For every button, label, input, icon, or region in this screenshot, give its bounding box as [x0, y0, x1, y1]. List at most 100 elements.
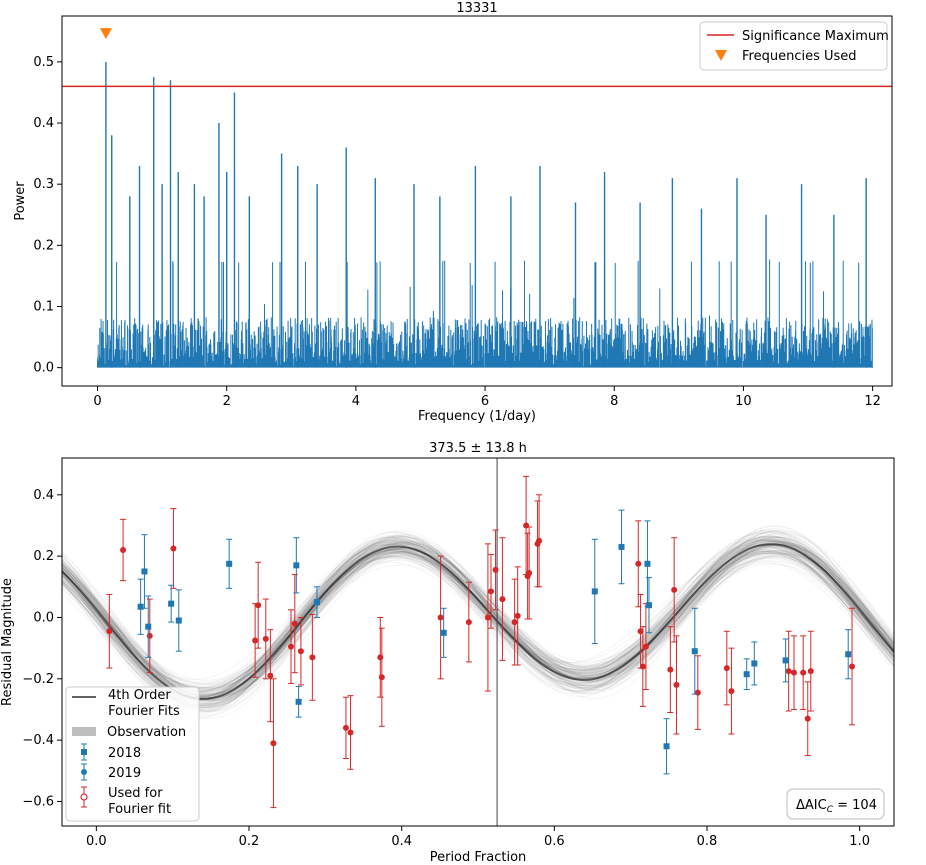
fourier-fit-curve: [62, 546, 894, 688]
bottom-ytick-label: 0.4: [33, 488, 54, 503]
fourier-fit-point: [694, 655, 701, 730]
periodogram-ylabel: Power: [13, 181, 28, 221]
legend-used-label: Used for Fourier fit: [104, 786, 171, 817]
top-ytick-label: 0.0: [33, 361, 54, 376]
top-ytick-label: 0.4: [33, 116, 54, 131]
fourier-fit-point: [377, 616, 384, 698]
fourier-fit-point: [378, 627, 385, 727]
legend-significance-label: Significance Maximum: [742, 29, 889, 44]
fourier-fit-point: [642, 603, 649, 691]
fourier-fit-point: [671, 537, 678, 643]
point-2018: [226, 538, 233, 589]
bottom-xtick-label: 0.6: [544, 834, 565, 849]
aic-annotation: ΔAICC = 104: [786, 788, 885, 820]
fourier-fit-point: [287, 609, 294, 684]
fourier-fit-point: [511, 578, 518, 666]
fourier-fit-point: [487, 554, 494, 629]
fourier-fit-curve: [62, 543, 894, 696]
fourier-fit-curve: [62, 546, 894, 691]
bottom-ytick-label: 0.0: [33, 610, 54, 625]
fourier-fit-point: [804, 681, 811, 756]
bottom-ytick-label: −0.6: [22, 794, 54, 809]
point-2018: [743, 658, 750, 691]
fourier-fit-curve: [62, 544, 894, 694]
periodogram-series: [97, 259, 874, 368]
phase-fold-xlabel: Period Fraction: [430, 850, 527, 865]
bottom-xtick-label: 0.8: [697, 834, 718, 849]
phase-fold-ylabel: Residual Magnitude: [0, 578, 15, 706]
fourier-fit-point: [534, 500, 541, 588]
point-2018: [645, 577, 652, 634]
fourier-fit-curve: [62, 543, 894, 691]
fourier-fit-point: [342, 696, 349, 760]
periodogram-axes-frame: [61, 15, 893, 387]
bottom-xtick-label: 0.4: [391, 834, 412, 849]
fourier-fit-point: [723, 630, 730, 706]
bottom-xtick-label: 1.0: [849, 834, 870, 849]
fourier-fit-curve: [62, 543, 894, 695]
point-2018: [175, 589, 182, 652]
point-2018: [137, 578, 144, 635]
legend-observation-band: [72, 727, 96, 736]
fourier-fit-curve: [62, 548, 894, 692]
bottom-ytick-label: 0.2: [33, 549, 54, 564]
aic-value: = 104: [833, 798, 877, 813]
bottom-ytick-label: −0.2: [22, 672, 54, 687]
fourier-fit-curve: [62, 547, 894, 698]
fourier-fit-point: [635, 520, 642, 608]
phase-fold-panel: 373.5 ± 13.8 h 0.0 0.2 0.4 0.6 0.8 1.0 0.4 0.2…: [0, 441, 895, 865]
fourier-fit-point: [347, 695, 354, 770]
fourier-fit-point: [106, 593, 113, 669]
point-2018: [751, 641, 758, 686]
point-2018: [440, 607, 447, 658]
fourier-fit-point: [297, 616, 304, 686]
fourier-fit-curve: [62, 552, 894, 688]
fourier-fit-point: [849, 607, 856, 726]
periodogram-peaks: [105, 61, 867, 368]
periodogram-x-ticks: 0 2 4 6 8 10 12: [93, 386, 881, 409]
point-2018: [293, 537, 300, 594]
fourier-fit-curve: [62, 544, 894, 697]
bottom-ytick-label: −0.4: [22, 733, 54, 748]
svg-text:ΔAICC = 104: ΔAICC = 104: [796, 798, 877, 815]
point-2018: [168, 584, 175, 623]
phase-fold-title: 373.5 ± 13.8 h: [429, 441, 527, 456]
fourier-fit-point: [673, 635, 680, 735]
fourier-fit-point: [514, 566, 521, 666]
fourier-fit-points: [106, 475, 856, 809]
fourier-fit-point: [170, 508, 177, 589]
bottom-xtick-label: 0.2: [239, 834, 260, 849]
legend-frequencies-label: Frequencies Used: [742, 49, 857, 64]
periodogram-xlabel: Frequency (1/day): [418, 409, 536, 424]
point-2018: [618, 509, 625, 585]
point-2018: [591, 538, 598, 645]
legend-2019-marker: [81, 763, 87, 781]
fourier-fit-curve: [62, 545, 894, 697]
fourier-fit-curve: [62, 548, 894, 700]
fourier-fit-point: [492, 529, 499, 611]
fourier-fit-curve: [62, 549, 894, 697]
fourier-fit-curve: [62, 544, 894, 697]
fourier-fit-point: [807, 630, 814, 712]
phase-fold-y-ticks: 0.4 0.2 0.0 −0.2 −0.4 −0.6: [22, 488, 62, 809]
fourier-fit-curve: [62, 540, 894, 708]
point-2018: [782, 638, 789, 683]
legend-used-marker: [80, 786, 88, 808]
point-2018: [663, 718, 670, 775]
fourier-fit-curve: [62, 545, 894, 696]
fourier-fit-curves: [62, 540, 894, 708]
fourier-fit-point: [667, 626, 674, 714]
fourier-fit-point: [262, 598, 269, 680]
fourier-fit-curve: [62, 545, 894, 698]
fourier-fit-point: [800, 635, 807, 710]
fourier-fit-curve: [62, 544, 894, 693]
fourier-fit-curve: [62, 551, 894, 694]
periodogram-panel: 13331 0 2 4 6 8 10 12 0.0 0.1 0.2 0.3 0.4 0.5 Frequ…: [13, 1, 893, 424]
fourier-fit-point: [270, 678, 277, 809]
legend-2018-marker: [81, 743, 87, 761]
fourier-fit-point: [536, 494, 543, 588]
fourier-fit-point: [291, 574, 298, 674]
phase-fold-axes-frame: [61, 457, 895, 827]
legend-frequencies-marker: [715, 50, 727, 61]
fourier-fit-point: [524, 532, 531, 620]
